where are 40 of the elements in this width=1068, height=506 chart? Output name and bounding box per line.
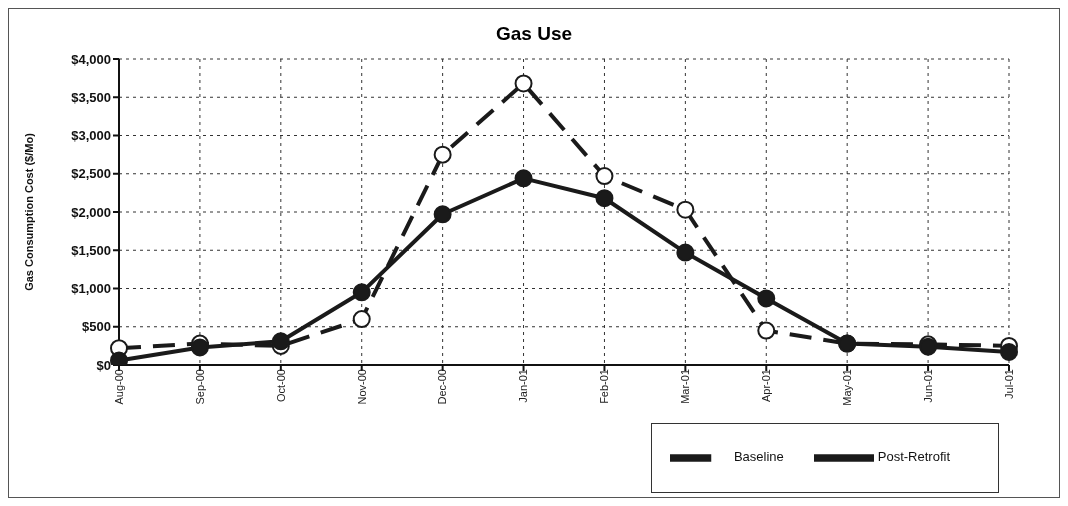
x-tick-label: Nov-00: [355, 369, 368, 405]
point: [757, 289, 776, 308]
legend-label: Baseline: [733, 449, 784, 465]
point: [676, 200, 695, 219]
point: [352, 283, 371, 302]
x-tick-label: Dec-00: [436, 369, 449, 405]
y-tick-label: $1,000: [71, 281, 111, 297]
x-tick-label: Jul-01: [1002, 369, 1015, 399]
point: [190, 338, 209, 357]
x-tick-label: Jun-01: [921, 369, 934, 403]
x-tick-label: Mar-01: [679, 369, 692, 404]
point: [757, 321, 776, 340]
y-tick-label: $1,500: [71, 242, 111, 258]
x-tick-label: Apr-01: [760, 369, 773, 403]
point: [1000, 343, 1018, 361]
y-tick-label: $2,000: [71, 204, 111, 220]
legend-label: Post-Retrofit: [877, 449, 950, 465]
x-tick-label: Feb-01: [598, 369, 611, 404]
point: [271, 332, 290, 351]
x-tick-label: Oct-00: [274, 369, 287, 403]
x-tick-label: Aug-00: [112, 369, 125, 405]
point: [595, 167, 614, 186]
y-tick-label: $4,000: [71, 51, 111, 67]
y-tick-label: $0: [96, 357, 111, 373]
point: [676, 243, 695, 262]
y-tick-label: $3,000: [71, 128, 111, 144]
x-tick-label: Sep-00: [193, 369, 206, 405]
point: [433, 205, 452, 224]
point: [514, 169, 533, 188]
point: [595, 189, 614, 208]
x-tick-label: May-01: [840, 369, 853, 406]
point: [433, 145, 452, 164]
y-tick-label: $3,500: [71, 89, 111, 105]
y-tick-label: $2,500: [71, 166, 111, 182]
y-tick-label: $500: [82, 319, 111, 335]
x-tick-label: Jan-01: [517, 369, 530, 403]
y-axis-title: Gas Consumption Cost ($/Mo): [22, 132, 35, 291]
point: [352, 310, 371, 329]
point: [514, 74, 533, 93]
chart-title: Gas Use: [494, 22, 573, 46]
